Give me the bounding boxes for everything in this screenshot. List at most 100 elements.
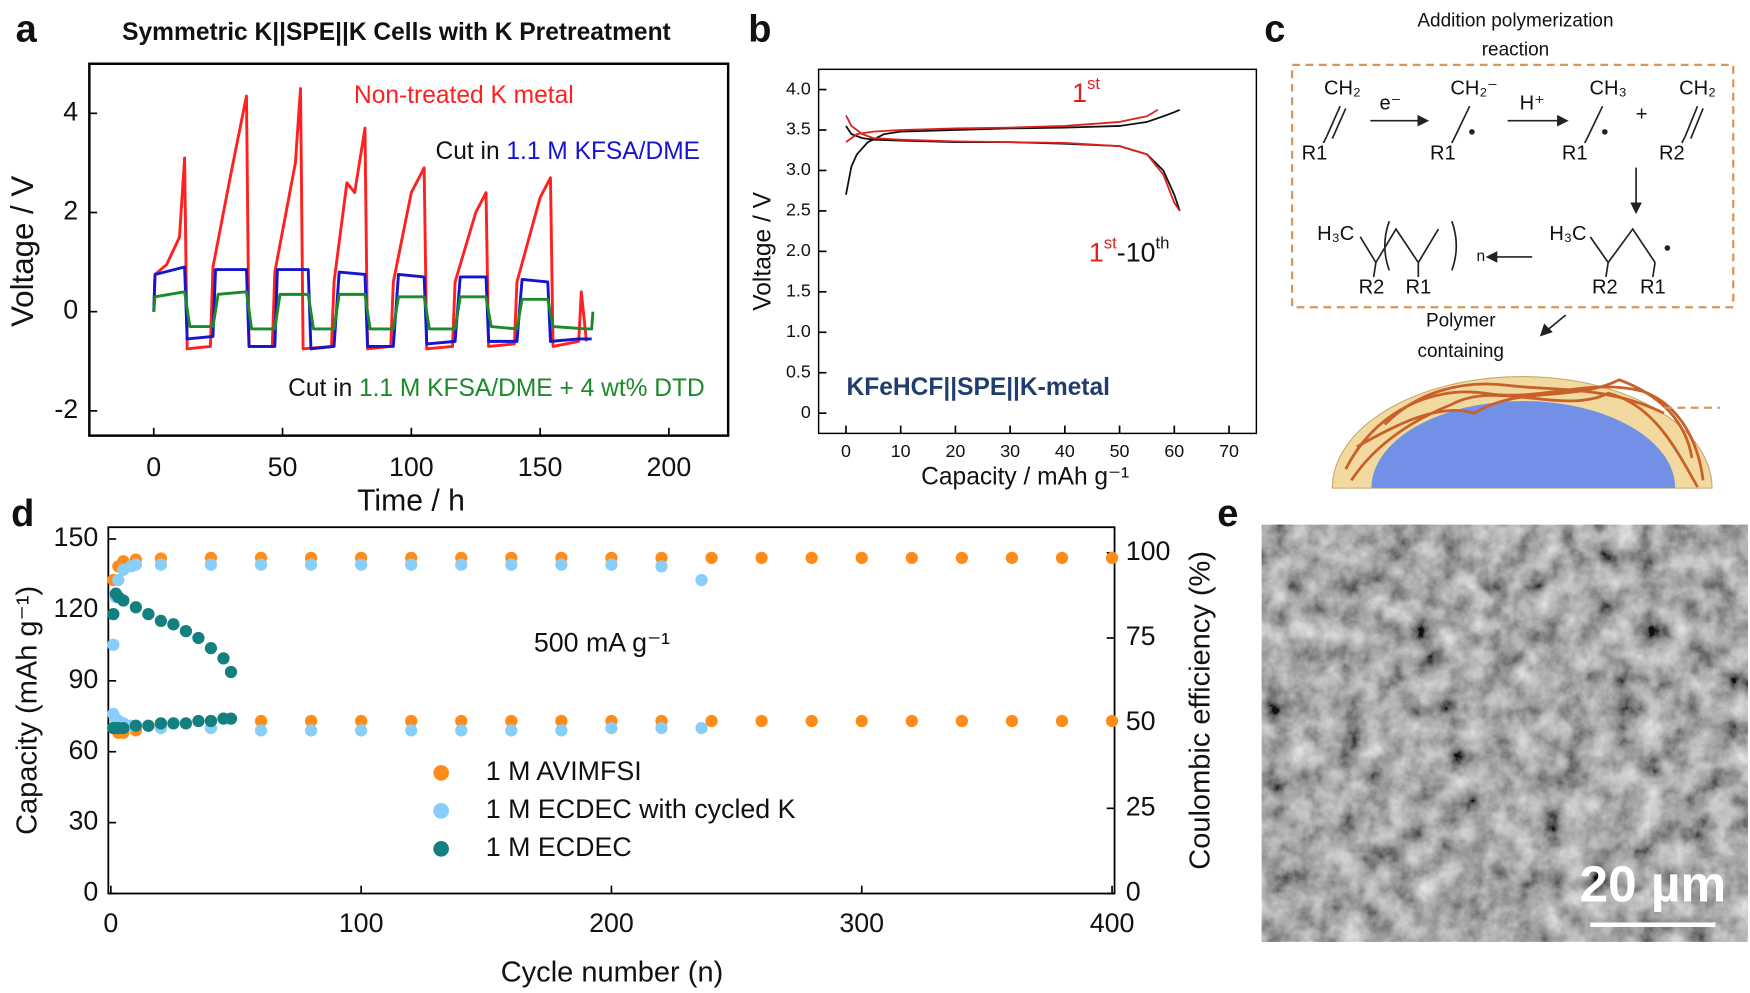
chem-label: R2 xyxy=(1659,143,1685,165)
y2-tick-label: 75 xyxy=(1126,621,1156,651)
data-point xyxy=(354,558,368,571)
data-point xyxy=(167,618,180,631)
chem-label: R1 xyxy=(1405,277,1431,299)
x-tick-label: 200 xyxy=(589,908,634,938)
legend-marker xyxy=(433,803,449,819)
data-point xyxy=(254,558,268,571)
chem-label: + xyxy=(1636,103,1648,125)
data-point xyxy=(192,631,205,645)
data-point xyxy=(204,714,218,728)
molecule-bonds xyxy=(1322,105,1704,278)
sem-image xyxy=(1261,524,1748,942)
y-tick-label: 150 xyxy=(54,522,99,552)
data-point xyxy=(655,721,668,735)
data-point xyxy=(254,714,268,728)
data-point xyxy=(1055,551,1069,565)
data-point xyxy=(192,714,205,728)
data-point xyxy=(505,714,518,728)
y-tick-label: 120 xyxy=(54,593,99,623)
data-point xyxy=(112,573,125,587)
legend-label: 1 M AVIMFSI xyxy=(486,756,642,786)
data-line xyxy=(845,108,1181,195)
chem-label: CH₂ xyxy=(1324,78,1361,100)
diagram-title: Addition polymerization xyxy=(1417,10,1613,31)
y-tick-label: 1.5 xyxy=(786,281,811,301)
data-point xyxy=(605,721,618,735)
data-point xyxy=(755,551,768,565)
y-tick-label: 0.5 xyxy=(786,361,811,381)
data-point xyxy=(805,551,818,565)
data-point xyxy=(179,624,193,638)
y-tick-label: 4.0 xyxy=(786,78,811,98)
x-axis-label: Capacity / mAh g⁻¹ xyxy=(921,464,1129,491)
data-point xyxy=(107,638,120,651)
annotation-text: Cut in xyxy=(288,375,352,402)
x-tick-label: 0 xyxy=(103,908,118,938)
legend-label: 1 M ECDEC xyxy=(486,832,632,862)
y-tick-label: 4 xyxy=(63,96,78,126)
chem-label: e⁻ xyxy=(1379,92,1401,114)
reaction-arrows xyxy=(1370,114,1642,337)
polymer-fibres xyxy=(1344,378,1705,488)
y2-tick-label: 100 xyxy=(1126,536,1171,566)
data-point xyxy=(304,558,318,571)
data-line xyxy=(152,290,595,331)
chem-label: R1 xyxy=(1302,143,1328,165)
data-point xyxy=(555,724,568,737)
y-tick-label: 0 xyxy=(801,402,811,422)
y-tick-label: 60 xyxy=(68,735,98,765)
data-point xyxy=(1055,714,1069,728)
x-axis-label: Cycle number (n) xyxy=(501,957,724,989)
x-tick-label: 60 xyxy=(1164,441,1184,461)
chem-label: n xyxy=(1477,248,1486,265)
x-axis-label: Time / h xyxy=(357,485,465,518)
k-metal xyxy=(1371,401,1676,489)
y2-tick-label: 50 xyxy=(1126,706,1156,736)
x-tick-label: 150 xyxy=(518,452,563,482)
panel-label: b xyxy=(748,8,771,50)
x-tick-label: 50 xyxy=(1110,441,1130,461)
y-tick-label: 2 xyxy=(63,196,78,226)
data-point xyxy=(154,558,168,571)
data-point xyxy=(505,558,518,571)
data-point xyxy=(129,719,143,732)
data-point xyxy=(1005,714,1019,728)
x-tick-label: 300 xyxy=(839,908,884,938)
annotation-sup: th xyxy=(1156,234,1170,253)
y-tick-label: 2.5 xyxy=(786,200,811,220)
data-point xyxy=(1105,551,1119,565)
data-point xyxy=(154,614,168,628)
radical-dots xyxy=(1469,129,1671,251)
chem-label: R2 xyxy=(1592,277,1618,299)
panel-label: d xyxy=(11,493,34,535)
y-tick-label: 3.5 xyxy=(786,119,811,139)
data-point xyxy=(224,665,238,679)
chem-label: R1 xyxy=(1430,143,1456,165)
data-point xyxy=(955,714,969,728)
x-tick-label: 50 xyxy=(268,452,298,482)
data-point xyxy=(179,717,193,730)
data-point xyxy=(224,712,238,725)
data-point xyxy=(455,558,468,571)
annotation-text: Cut in xyxy=(436,139,500,166)
data-point xyxy=(855,714,868,728)
y2-tick-label: 25 xyxy=(1126,791,1156,821)
chem-label: H₃C xyxy=(1549,223,1586,245)
data-point xyxy=(129,558,143,571)
annotation: Cut in 1.1 M KFSA/DME xyxy=(436,139,701,166)
data-point xyxy=(655,560,668,573)
data-line xyxy=(845,115,1181,212)
chem-label: CH₃ xyxy=(1590,78,1627,100)
annotation: Non-treated K metal xyxy=(354,83,574,110)
x-tick-label: 200 xyxy=(647,452,692,482)
data-point xyxy=(655,551,668,565)
data-point xyxy=(304,724,318,737)
data-point xyxy=(905,551,918,565)
data-point xyxy=(505,724,518,737)
data-point xyxy=(142,607,155,621)
data-point xyxy=(905,714,918,728)
data-point xyxy=(304,714,318,728)
y-tick-label: 0 xyxy=(83,877,98,907)
